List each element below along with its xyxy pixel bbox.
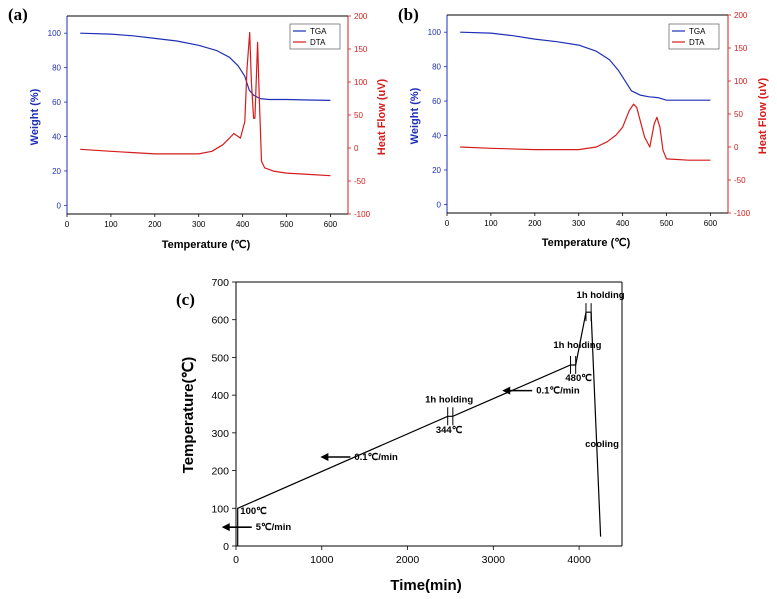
y-axis-label-left-a: Weight (%)	[29, 88, 41, 145]
annotation-label-c: 1h holding	[425, 395, 473, 406]
legend-b: TGA DTA	[668, 23, 720, 50]
x-tick-label-c: 2000	[396, 554, 420, 566]
x-tick-label-b: 300	[572, 219, 586, 228]
annotation-arrow-head-c	[502, 386, 511, 395]
annotation-label-c: 1h holding	[577, 290, 625, 301]
y-tick-label-c: 0	[223, 541, 229, 553]
x-tick-label-b: 200	[528, 219, 542, 228]
annotation-label-c: 1h holding	[553, 340, 601, 351]
annotation-label-c: 0.1℃/min	[536, 386, 580, 397]
x-tick-label-a: 600	[324, 220, 338, 229]
y-tick-label-right-a: 100	[354, 78, 368, 87]
annotation-label-c: 0.1℃/min	[354, 452, 398, 463]
y-tick-label-left-a: 20	[52, 167, 61, 176]
y-tick-label-left-a: 0	[57, 201, 62, 210]
x-tick-label-c: 3000	[482, 554, 506, 566]
y-tick-label-left-a: 60	[52, 98, 61, 107]
x-tick-label-b: 0	[445, 219, 450, 228]
series-line-tga-b	[460, 31, 711, 101]
chart-panel-b: (b) Temperature (℃) Weight (%) Heat Flow…	[398, 5, 769, 249]
legend-label-tga-a: TGA	[310, 27, 327, 36]
legend-label-dta-b: DTA	[689, 38, 705, 47]
legend-a: TGA DTA	[289, 23, 341, 50]
y-tick-label-left-a: 80	[52, 64, 61, 73]
y-tick-label-c: 200	[211, 466, 229, 478]
y-tick-label-left-a: 100	[48, 29, 62, 38]
series-line-tga-a	[80, 32, 331, 101]
y-tick-label-right-a: 200	[354, 12, 368, 21]
y-tick-label-left-b: 100	[428, 28, 442, 37]
y-tick-label-c: 600	[211, 315, 229, 327]
x-tick-label-a: 300	[192, 220, 206, 229]
legend-box-a	[289, 23, 341, 50]
y-tick-label-c: 100	[211, 503, 229, 515]
y-tick-label-c: 300	[211, 428, 229, 440]
y-tick-label-right-a: 150	[354, 45, 368, 54]
x-tick-label-b: 500	[660, 219, 674, 228]
x-tick-label-c: 4000	[567, 554, 591, 566]
annotation-label-c: 5℃/min	[256, 522, 292, 533]
legend-box-b	[668, 23, 720, 50]
legend-label-dta-a: DTA	[310, 38, 326, 47]
y-tick-label-right-b: 200	[734, 11, 748, 20]
y-tick-label-c: 500	[211, 352, 229, 364]
x-axis-label-a: Temperature (℃)	[162, 239, 251, 251]
x-axis-label-c: Time(min)	[390, 577, 461, 594]
x-tick-label-a: 200	[148, 220, 162, 229]
annotation-arrow-head-c	[320, 453, 329, 462]
y-tick-label-left-b: 80	[432, 63, 441, 72]
y-axis-label-c: Temperature(℃)	[180, 357, 197, 474]
y-tick-label-left-b: 60	[432, 97, 441, 106]
chart-panel-c: (c) Time(min) Temperature(℃) 0 1000 2000 30…	[176, 277, 625, 594]
y-axis-label-left-b: Weight (%)	[409, 87, 421, 144]
y-tick-label-right-b: -100	[734, 209, 751, 218]
x-tick-label-b: 100	[484, 219, 498, 228]
annotation-arrow-head-c	[221, 523, 230, 532]
y-tick-label-right-a: 0	[354, 144, 359, 153]
annotation-label-c: 100℃	[240, 506, 267, 517]
x-tick-label-b: 600	[704, 219, 718, 228]
panel-label-b: (b)	[398, 5, 419, 24]
y-tick-label-c: 400	[211, 390, 229, 402]
panel-label-a: (a)	[8, 5, 28, 24]
y-tick-label-left-b: 20	[432, 166, 441, 175]
series-line-dta-a	[80, 31, 331, 177]
annotation-label-c: 344℃	[436, 425, 463, 436]
x-tick-label-c: 0	[233, 554, 239, 566]
annotation-label-c: cooling	[585, 439, 619, 450]
x-tick-label-a: 0	[65, 220, 70, 229]
x-tick-label-a: 500	[280, 220, 294, 229]
y-tick-label-right-b: 50	[734, 110, 743, 119]
y-tick-label-right-b: 150	[734, 44, 748, 53]
y-axis-label-right-b: Heat Flow (uV)	[757, 77, 769, 154]
x-tick-label-b: 400	[616, 219, 630, 228]
x-tick-label-a: 400	[236, 220, 250, 229]
legend-label-tga-b: TGA	[689, 27, 706, 36]
y-tick-label-left-b: 0	[437, 200, 442, 209]
y-tick-label-right-a: 50	[354, 111, 363, 120]
y-tick-label-c: 700	[211, 277, 229, 289]
annotation-label-c: 480℃	[565, 373, 592, 384]
y-tick-label-right-b: 0	[734, 143, 739, 152]
y-axis-label-right-a: Heat Flow (uV)	[376, 78, 388, 155]
y-tick-label-left-a: 40	[52, 133, 61, 142]
x-axis-label-b: Temperature (℃)	[542, 237, 631, 249]
y-tick-label-left-b: 40	[432, 132, 441, 141]
y-tick-label-right-b: 100	[734, 77, 748, 86]
y-tick-label-right-b: -50	[734, 176, 746, 185]
y-tick-label-right-a: -100	[354, 210, 371, 219]
panel-label-c: (c)	[176, 290, 195, 309]
series-line-dta-b	[460, 103, 711, 161]
x-tick-label-c: 1000	[310, 554, 334, 566]
series-line-schedule-c	[237, 311, 602, 546]
chart-panel-a: (a) Temperature (℃) Weight (%) Heat Flow…	[8, 5, 388, 251]
x-tick-label-a: 100	[104, 220, 118, 229]
y-tick-label-right-a: -50	[354, 177, 366, 186]
